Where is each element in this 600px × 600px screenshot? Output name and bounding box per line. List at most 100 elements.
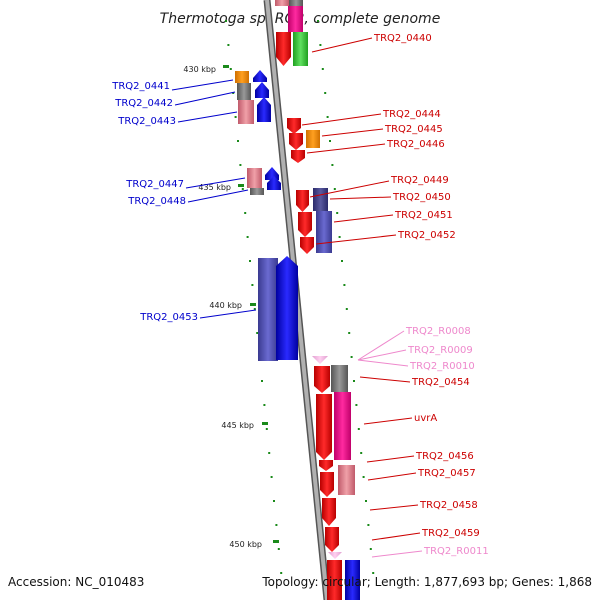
gene-arrow-trq2-0456[interactable] xyxy=(319,460,333,471)
gene-arrow-trq2-0449[interactable] xyxy=(296,190,309,212)
gene-label[interactable]: TRQ2_R0010 xyxy=(409,361,475,372)
tick-label-440: 440 kbp xyxy=(209,301,242,310)
gene-label[interactable]: TRQ2_0447 xyxy=(125,179,184,190)
gene-arrow-trq2-0448[interactable] xyxy=(267,176,281,190)
scale-dot xyxy=(241,188,244,190)
gene-feature[interactable] xyxy=(293,32,308,66)
rna-feature[interactable] xyxy=(312,356,328,364)
gene-arrow-trq2-0440[interactable] xyxy=(276,32,291,66)
gene-arrow-trq2-0459[interactable] xyxy=(325,527,339,552)
tick-label-445: 445 kbp xyxy=(221,421,254,430)
gene-feature[interactable] xyxy=(327,560,342,600)
gene-feature[interactable] xyxy=(313,188,328,211)
gene-label[interactable]: TRQ2_0451 xyxy=(394,210,453,221)
scale-dot xyxy=(239,164,242,166)
scale-tick: 435 kbp xyxy=(198,183,244,192)
gene-feature[interactable] xyxy=(235,71,249,83)
gene-arrow-trq2-0458[interactable] xyxy=(322,498,336,526)
gene-feature[interactable] xyxy=(238,100,254,124)
scale-dot xyxy=(249,260,251,262)
accession-text: Accession: NC_010483 xyxy=(8,575,144,589)
gene-label[interactable]: TRQ2_0443 xyxy=(117,116,176,127)
gene-arrow-trq2-0452[interactable] xyxy=(300,237,314,254)
scale-dot xyxy=(275,524,278,526)
gene-label[interactable]: TRQ2_0459 xyxy=(421,528,480,539)
scale-dot xyxy=(253,308,256,310)
gene-label[interactable]: TRQ2_R0008 xyxy=(405,326,471,337)
gene-arrow-uvra[interactable] xyxy=(316,394,332,460)
gene-label[interactable]: TRQ2_0440 xyxy=(373,33,432,44)
scale-tick: 430 kbp xyxy=(183,65,229,74)
genome-summary-text: Topology: circular; Length: 1,877,693 bp… xyxy=(261,575,592,589)
gene-feature[interactable] xyxy=(258,258,278,361)
gene-labels-right: TRQ2_0440 TRQ2_0444 TRQ2_0445 TRQ2_0446 … xyxy=(373,33,489,557)
scale-dot xyxy=(265,428,268,430)
tick-label-430: 430 kbp xyxy=(183,65,216,74)
gene-feature[interactable] xyxy=(275,0,289,6)
scale-dot xyxy=(232,92,235,94)
gene-label[interactable]: TRQ2_0446 xyxy=(386,139,445,150)
gene-arrow-trq2-0442[interactable] xyxy=(255,82,269,98)
gene-label[interactable]: TRQ2_0452 xyxy=(397,230,456,241)
gene-feature[interactable] xyxy=(316,211,332,253)
gene-feature[interactable] xyxy=(345,560,360,600)
gene-arrow-trq2-0443[interactable] xyxy=(257,97,271,122)
scale-dot xyxy=(326,116,329,118)
scale-dot xyxy=(270,476,273,478)
gene-label[interactable]: TRQ2_0449 xyxy=(390,175,449,186)
scale-dot xyxy=(317,20,319,22)
gene-arrow-trq2-0457[interactable] xyxy=(320,472,334,497)
scale-dot xyxy=(350,356,353,358)
gene-arrow-trq2-0453[interactable] xyxy=(276,256,298,360)
gene-arrow-trq2-0444[interactable] xyxy=(287,118,301,134)
gene-label[interactable]: TRQ2_0457 xyxy=(417,468,476,479)
scale-dot xyxy=(256,332,259,334)
scale-dot xyxy=(273,500,275,502)
gene-label[interactable]: TRQ2_0453 xyxy=(139,312,198,323)
gene-label[interactable]: uvrA xyxy=(414,413,437,424)
gene-feature[interactable] xyxy=(250,188,264,195)
rna-feature[interactable] xyxy=(328,552,342,559)
scale-dot xyxy=(229,68,232,70)
scale-dot xyxy=(225,20,227,22)
scale-dot xyxy=(246,236,249,238)
scale-tick: 450 kbp xyxy=(229,540,279,549)
gene-arrow-trq2-0441[interactable] xyxy=(253,70,267,82)
scale-dot xyxy=(338,236,341,238)
gene-arrow-trq2-0451[interactable] xyxy=(298,212,312,237)
gene-arrow-trq2-0447[interactable] xyxy=(265,167,279,180)
scale-dot xyxy=(319,44,322,46)
gene-label[interactable]: TRQ2_R0009 xyxy=(407,345,473,356)
gene-label[interactable]: TRQ2_0456 xyxy=(415,451,474,462)
gene-feature[interactable] xyxy=(288,6,303,32)
gene-feature[interactable] xyxy=(247,168,262,188)
scale-dot xyxy=(321,68,324,70)
gene-label[interactable]: TRQ2_0458 xyxy=(419,500,478,511)
gene-label[interactable]: TRQ2_0444 xyxy=(382,109,441,120)
scale-tick: 440 kbp xyxy=(209,301,256,310)
scale-dot xyxy=(324,92,327,94)
gene-feature[interactable] xyxy=(338,465,355,495)
gene-label[interactable]: TRQ2_0448 xyxy=(127,196,186,207)
leader-lines xyxy=(171,37,423,558)
scale-dot xyxy=(341,260,343,262)
gene-label[interactable]: TRQ2_R0011 xyxy=(423,546,489,557)
gene-feature[interactable] xyxy=(289,0,303,6)
scale-dot xyxy=(362,476,365,478)
gene-arrow-trq2-0446[interactable] xyxy=(291,150,305,163)
gene-feature[interactable] xyxy=(306,130,320,148)
gene-feature[interactable] xyxy=(331,365,348,392)
gene-label[interactable]: TRQ2_0450 xyxy=(392,192,451,203)
scale-dot xyxy=(244,212,247,214)
scale-dot xyxy=(343,284,346,286)
gene-arrow-trq2-0454[interactable] xyxy=(314,366,330,393)
gene-feature[interactable] xyxy=(334,392,351,460)
scale-dot xyxy=(237,140,239,142)
gene-label[interactable]: TRQ2_0441 xyxy=(111,81,170,92)
gene-label[interactable]: TRQ2_0445 xyxy=(384,124,443,135)
gene-label[interactable]: TRQ2_0442 xyxy=(114,98,173,109)
gene-feature[interactable] xyxy=(237,83,251,100)
scale-dot xyxy=(336,212,339,214)
gene-label[interactable]: TRQ2_0454 xyxy=(411,377,470,388)
gene-arrow-trq2-0445[interactable] xyxy=(289,133,303,150)
